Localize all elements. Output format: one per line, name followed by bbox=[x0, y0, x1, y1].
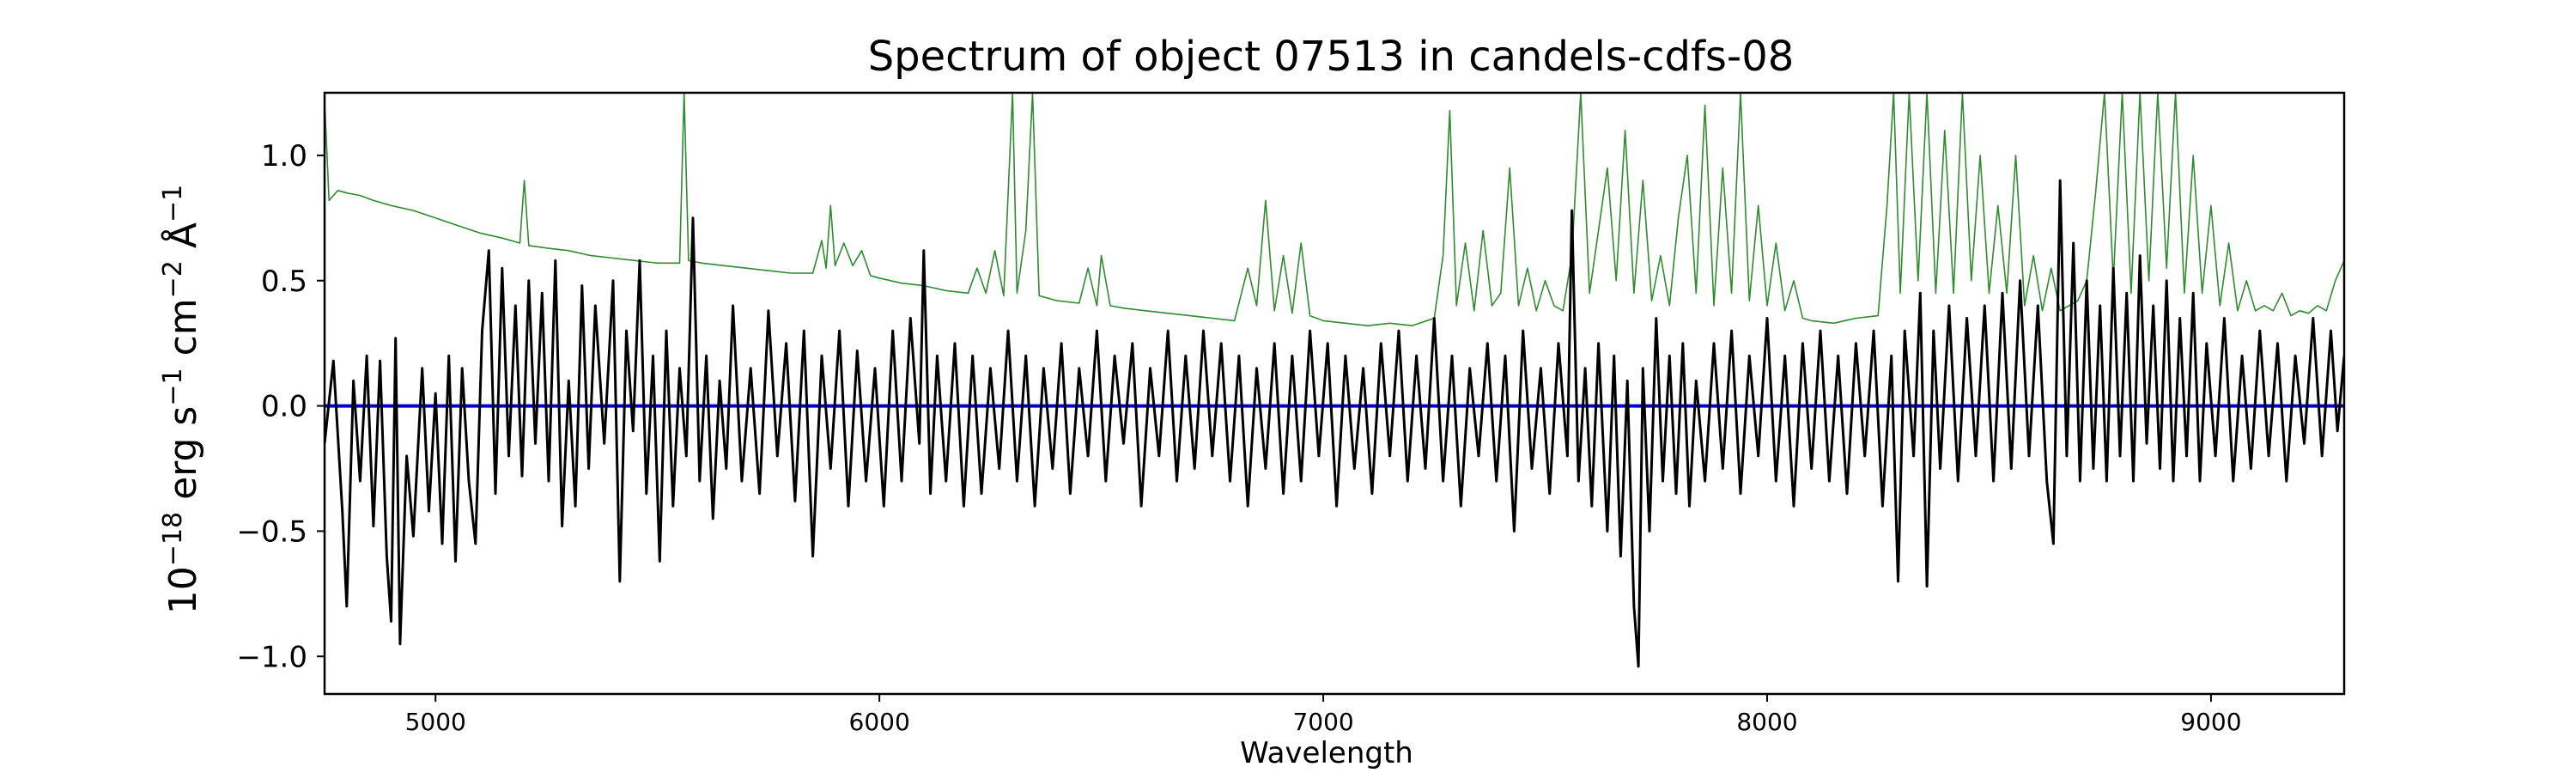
y-tick-label: 1.0 bbox=[261, 139, 307, 173]
y-axis-label: 10−18 erg s−1 cm−2 Å−1 bbox=[158, 185, 206, 614]
flux-spectrum-line bbox=[325, 179, 2344, 668]
y-tick-label: 0.5 bbox=[261, 265, 307, 299]
plot-area bbox=[325, 93, 2344, 668]
chart-title: Spectrum of object 07513 in candels-cdfs… bbox=[868, 33, 1795, 81]
x-tick-label: 5000 bbox=[405, 708, 466, 736]
x-tick-label: 8000 bbox=[1736, 708, 1797, 736]
x-axis-label: Wavelength bbox=[1240, 736, 1413, 770]
x-axis: 5000 6000 7000 8000 9000 bbox=[405, 694, 2242, 736]
y-label-text: 10 bbox=[161, 566, 205, 614]
x-tick-label: 9000 bbox=[2180, 708, 2241, 736]
noise-spectrum-line bbox=[325, 93, 2344, 327]
y-label-text: cm bbox=[161, 298, 205, 368]
axes-frame bbox=[323, 91, 2346, 696]
y-label-exponent: −18 bbox=[158, 512, 188, 566]
y-tick-label: −0.5 bbox=[236, 514, 307, 549]
y-label-exponent: −2 bbox=[158, 260, 188, 298]
y-axis: −1.0 −0.5 0.0 0.5 1.0 bbox=[236, 139, 325, 674]
y-tick-label: −1.0 bbox=[236, 640, 307, 674]
y-label-exponent: −1 bbox=[158, 368, 188, 405]
x-tick-label: 6000 bbox=[849, 708, 910, 736]
y-label-exponent: −1 bbox=[158, 185, 188, 222]
y-label-text: Å bbox=[160, 222, 205, 260]
y-tick-label: 0.0 bbox=[261, 390, 307, 424]
y-label-text: erg s bbox=[161, 406, 205, 512]
x-tick-label: 7000 bbox=[1292, 708, 1353, 736]
